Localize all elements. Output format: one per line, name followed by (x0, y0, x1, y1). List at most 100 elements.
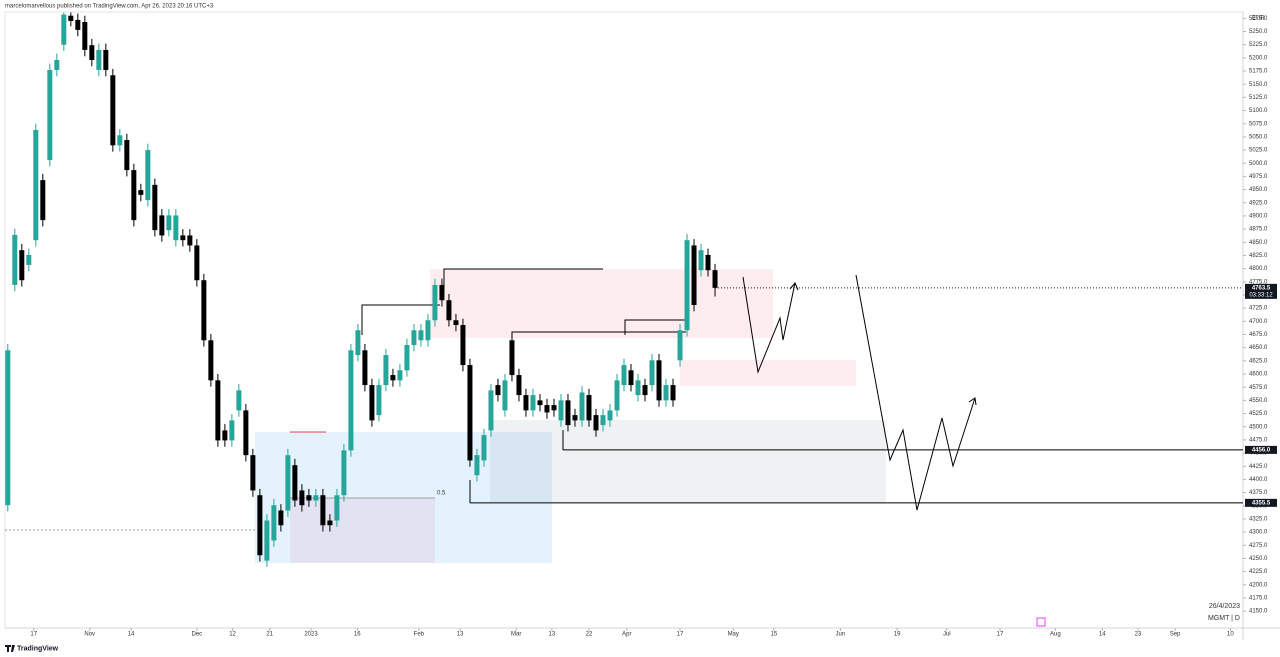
candle-body (362, 350, 368, 386)
x-tick-label: Apr (622, 632, 631, 638)
x-tick-label: 15 (771, 632, 778, 638)
level-price-label: 4355.5 (1252, 500, 1271, 506)
x-tick-label: 23 (1135, 632, 1142, 638)
candle-body (677, 330, 683, 361)
candle-body (201, 280, 207, 341)
candle-body (166, 215, 172, 231)
y-tick-label: 4525.0 (1249, 411, 1268, 417)
candle-body (523, 395, 529, 411)
candle-body (593, 415, 599, 431)
candle-body (397, 370, 403, 381)
y-tick-label: 4225.0 (1249, 569, 1268, 575)
structure-line (443, 268, 603, 290)
x-tick-label: 14 (128, 632, 135, 638)
demand-zone (490, 420, 886, 503)
x-tick-label: 22 (586, 632, 593, 638)
candle-body (432, 284, 438, 321)
level-price-label: 4456.0 (1252, 447, 1271, 453)
x-tick-label: Nov (84, 632, 95, 638)
y-tick-label: 4400.0 (1249, 477, 1268, 483)
candle-body (411, 330, 417, 346)
y-tick-label: 4250.0 (1249, 556, 1268, 562)
candle-body (439, 284, 445, 301)
last-price-box (1245, 283, 1277, 299)
y-tick-label: 4800.0 (1249, 266, 1268, 272)
candle-body (656, 360, 662, 401)
candle-body (369, 385, 375, 421)
candle-body (320, 495, 326, 526)
footer: TradingView (17, 645, 59, 652)
candle-body (285, 455, 291, 511)
event-marker (1036, 617, 1046, 627)
candle-body (551, 405, 557, 411)
candle-body (586, 395, 592, 421)
candle-body (236, 390, 242, 411)
candle-body (19, 250, 25, 281)
y-tick-label: 5100.0 (1249, 108, 1268, 114)
y-tick-label: 4675.0 (1249, 332, 1268, 338)
candle-body (628, 370, 634, 386)
candle-body (61, 14, 67, 45)
candle-body (138, 190, 144, 195)
arrow-head (968, 397, 977, 406)
y-tick-label: 5025.0 (1249, 148, 1268, 154)
candle-body (187, 235, 193, 246)
candle-body (488, 390, 494, 431)
candle-body (698, 250, 704, 271)
y-tick-label: 4300.0 (1249, 530, 1268, 536)
candle-body (404, 345, 410, 371)
x-tick-label: 16 (354, 632, 361, 638)
candle-body (390, 375, 396, 381)
y-tick-label: 4875.0 (1249, 227, 1268, 233)
supply-zone (430, 269, 773, 338)
candle-body (635, 380, 641, 396)
y-tick-label: 5275.0 (1249, 16, 1268, 22)
candle-body (334, 495, 340, 521)
y-tick-label: 4550.0 (1249, 398, 1268, 404)
candle-body (180, 235, 186, 241)
y-tick-label: 4150.0 (1249, 609, 1268, 615)
y-tick-label: 4425.0 (1249, 464, 1268, 470)
candle-body (460, 325, 466, 366)
symbol-label: MGMT | D (1208, 615, 1240, 622)
candle-body (299, 490, 305, 506)
x-tick-label: 12 (229, 632, 236, 638)
y-tick-label: 4375.0 (1249, 490, 1268, 496)
y-tick-label: 4825.0 (1249, 253, 1268, 259)
y-tick-label: 4575.0 (1249, 385, 1268, 391)
x-tick-label: 17 (677, 632, 684, 638)
candle-body (264, 520, 270, 561)
candle-body (502, 380, 508, 411)
candle-body (446, 300, 452, 321)
candle-body (243, 410, 249, 456)
candle-body (250, 455, 256, 491)
candle-body (383, 355, 389, 386)
y-tick-label: 5150.0 (1249, 82, 1268, 88)
candle-body (5, 350, 11, 506)
y-tick-label: 5125.0 (1249, 95, 1268, 101)
candle-body (355, 330, 361, 356)
x-tick-label: Mar (511, 632, 521, 638)
candle-body (418, 330, 424, 341)
candle-body (663, 385, 669, 401)
y-tick-label: 4725.0 (1249, 306, 1268, 312)
candle-body (481, 435, 487, 461)
candle-body (40, 180, 46, 221)
candle-body (327, 520, 333, 526)
structure-line (361, 304, 440, 335)
candle-body (75, 19, 81, 30)
candle-body (215, 380, 221, 441)
candle-body (145, 150, 151, 201)
fib-label: 0.5 (437, 491, 446, 497)
candle-body (600, 415, 606, 426)
y-tick-label: 4700.0 (1249, 319, 1268, 325)
level-price-box (1245, 498, 1277, 507)
x-tick-label: 17 (997, 632, 1004, 638)
candle-body (117, 135, 123, 146)
candle-body (194, 245, 200, 281)
candle-body (516, 375, 522, 396)
candle-body (467, 365, 473, 461)
candle-body (313, 495, 319, 501)
candle-body (278, 510, 284, 526)
